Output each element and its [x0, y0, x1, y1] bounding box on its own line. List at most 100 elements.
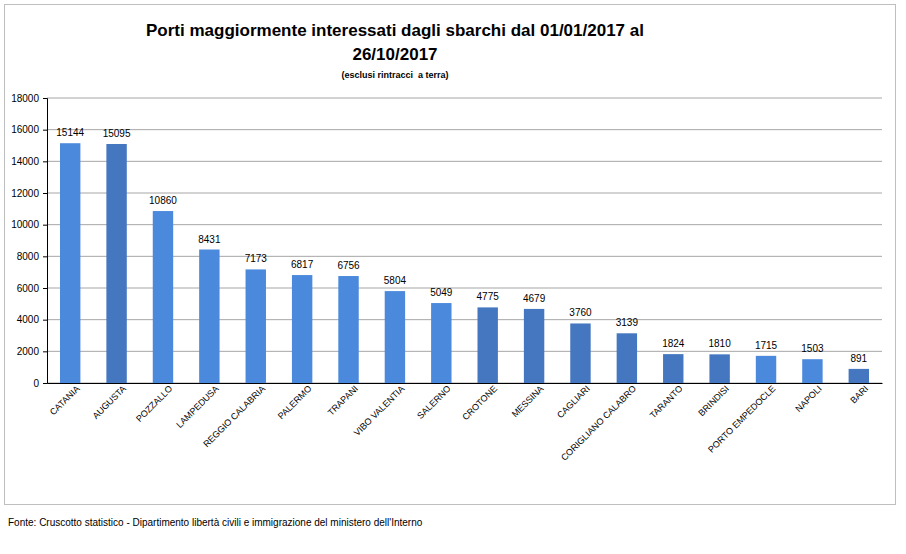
- y-tick-mark: [43, 383, 47, 384]
- y-tick: 10000: [11, 219, 47, 230]
- grid: [47, 98, 882, 383]
- chart-frame: [5, 5, 896, 505]
- y-tick-label: 8000: [17, 251, 40, 262]
- bar: [709, 354, 729, 383]
- x-tick: REGGIO CALABRIA: [201, 383, 267, 449]
- data-label: 4679: [523, 293, 546, 304]
- y-tick: 14000: [11, 156, 47, 167]
- x-tick-label: BARI: [848, 383, 870, 405]
- x-axis: CATANIA AUGUSTAPOZZALLOLAMPEDUSAREGGIO CA…: [48, 383, 883, 462]
- data-label: 15095: [103, 128, 131, 139]
- x-tick-label: CROTONE: [460, 383, 499, 422]
- x-tick-label: TARANTO: [648, 383, 685, 420]
- bar: [153, 211, 173, 383]
- data-label: 4775: [477, 291, 500, 302]
- bar: [477, 307, 497, 383]
- bar: [663, 354, 683, 383]
- data-label: 1503: [801, 343, 824, 354]
- data-label: 15144: [56, 127, 84, 138]
- y-tick-mark: [43, 130, 47, 131]
- x-tick-label: LAMPEDUSA: [174, 383, 220, 429]
- y-tick-label: 4000: [17, 314, 40, 325]
- bars: [60, 143, 869, 383]
- grid-line: [47, 193, 882, 194]
- x-tick: PALERMO: [276, 383, 314, 421]
- y-tick: 18000: [11, 93, 47, 104]
- data-label: 1715: [755, 340, 778, 351]
- x-tick: CAGLIARI: [555, 383, 592, 420]
- x-tick: TARANTO: [648, 383, 685, 420]
- x-tick: CATANIA: [48, 383, 82, 417]
- data-label: 5804: [384, 275, 407, 286]
- data-label: 7173: [245, 253, 268, 264]
- bar: [431, 303, 451, 383]
- x-tick-label: CAGLIARI: [555, 383, 592, 420]
- data-label: 8431: [198, 234, 221, 245]
- data-label: 6817: [291, 259, 314, 270]
- y-tick-label: 10000: [11, 219, 39, 230]
- y-tick: 6000: [17, 283, 47, 294]
- y-tick-mark: [43, 193, 47, 194]
- x-tick: POZZALLO: [134, 383, 174, 423]
- x-tick-label: CATANIA: [48, 383, 82, 417]
- x-tick-label: TRAPANI: [326, 383, 360, 417]
- bar: [617, 333, 637, 383]
- x-tick-label: NAPOLI: [793, 383, 823, 413]
- y-tick-label: 12000: [11, 188, 39, 199]
- y-axis-line: [43, 99, 48, 384]
- bar: [802, 359, 822, 383]
- bar: [292, 275, 312, 383]
- y-tick: 2000: [17, 346, 47, 357]
- y-tick-mark: [43, 98, 47, 99]
- x-tick-label: AUGUSTA: [91, 383, 128, 420]
- bar: [385, 291, 405, 383]
- bar: [756, 356, 776, 383]
- grid-line: [47, 161, 882, 162]
- y-tick: 12000: [11, 188, 47, 199]
- y-tick-mark: [43, 351, 47, 352]
- data-label: 3760: [569, 307, 592, 318]
- x-tick: LAMPEDUSA: [174, 383, 220, 429]
- x-tick: CORIGLIANO CALABRO: [559, 383, 638, 462]
- bar: [246, 269, 266, 383]
- y-tick-mark: [43, 288, 47, 289]
- data-label: 5049: [430, 287, 453, 298]
- bar: [570, 323, 590, 383]
- x-tick: PORTO EMPEDOCLE: [706, 383, 777, 454]
- y-tick-label: 6000: [17, 283, 40, 294]
- x-tick: VIBO VALENTIA: [352, 383, 406, 437]
- bar: [106, 144, 126, 383]
- bar: [199, 250, 219, 383]
- bar: [524, 309, 544, 383]
- x-axis-line: [48, 383, 883, 384]
- y-tick: 16000: [11, 124, 47, 135]
- y-tick: 4000: [17, 314, 47, 325]
- y-tick-mark: [43, 320, 47, 321]
- x-tick-label: CORIGLIANO CALABRO: [559, 383, 638, 462]
- source-note: Fonte: Cruscotto statistico - Dipartimen…: [8, 517, 423, 528]
- chart-title: Porti maggiormente interessati dagli sba…: [146, 21, 644, 64]
- x-tick: SALERNO: [415, 383, 452, 420]
- y-tick-mark: [43, 225, 47, 226]
- y-tick-mark: [43, 256, 47, 257]
- y-tick-label: 0: [33, 378, 39, 389]
- data-label: 891: [850, 353, 867, 364]
- data-labels: 1514415095108608431717368176756580450494…: [56, 127, 867, 364]
- x-tick-label: POZZALLO: [134, 383, 174, 423]
- y-tick-mark: [43, 161, 47, 162]
- x-tick-label: MESSINA: [510, 383, 546, 419]
- x-tick-label: SALERNO: [415, 383, 452, 420]
- x-tick: CROTONE: [460, 383, 499, 422]
- x-tick-label: BRINDISI: [696, 383, 731, 418]
- y-tick: 8000: [17, 251, 47, 262]
- x-tick-label: REGGIO CALABRIA: [201, 383, 267, 449]
- bar: [338, 276, 358, 383]
- y-tick-label: 14000: [11, 156, 39, 167]
- grid-line: [47, 129, 882, 130]
- x-tick: BRINDISI: [696, 383, 731, 418]
- y-axis: 0 2000 4000 6000 8000 10000 12000 14000 16000 180…: [11, 93, 47, 389]
- y-tick: 0: [33, 378, 47, 389]
- data-label: 1824: [662, 338, 685, 349]
- x-tick: NAPOLI: [793, 383, 823, 413]
- y-tick-label: 2000: [17, 346, 40, 357]
